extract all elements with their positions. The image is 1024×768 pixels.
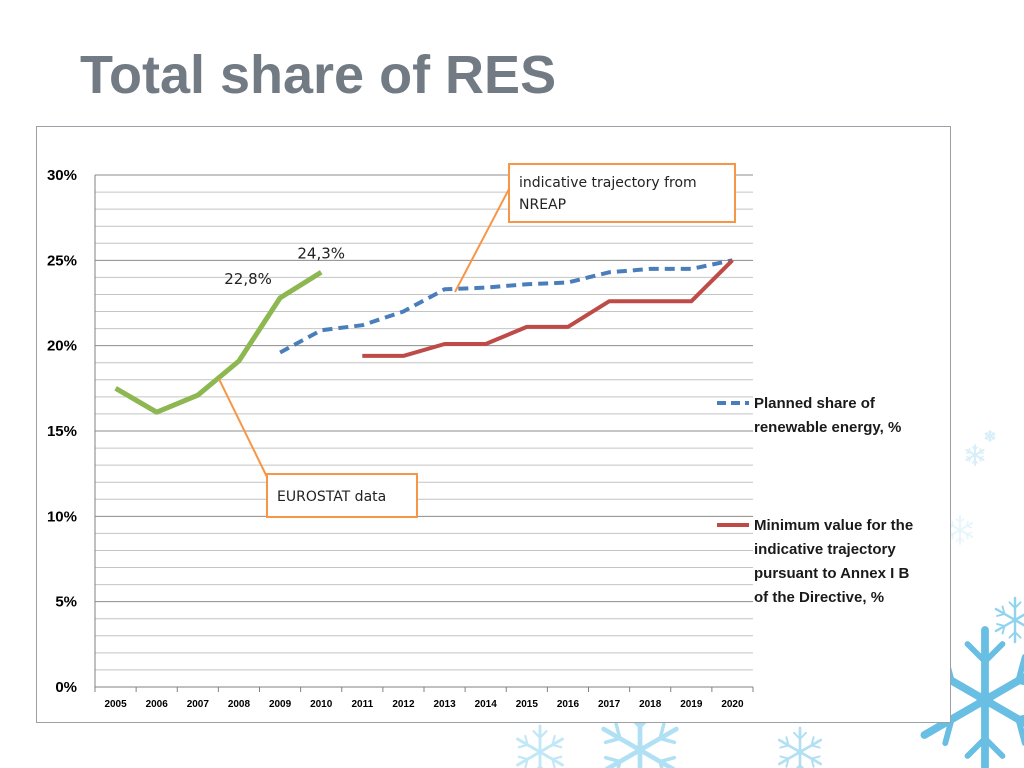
callout-text: indicative trajectory from [519,175,697,191]
x-tick-label: 2015 [516,699,539,710]
x-tick-label: 2016 [557,699,580,710]
x-tick-label: 2011 [351,699,373,710]
x-tick-label: 2018 [639,699,662,710]
legend-text: indicative trajectory [754,541,896,558]
series-line-0 [114,270,323,415]
x-tick-label: 2005 [104,699,127,710]
callout-text: NREAP [519,197,566,213]
x-tick-label: 2009 [269,699,292,710]
x-tick-label: 2014 [475,699,498,710]
series-line-1 [279,258,733,355]
snowflake-icon [516,724,564,768]
chart-frame: 0% 5% 10% 15% 20% 25% 30% 2005 2006 2007 2008 2009 2… [36,126,951,723]
callout-leader-line [454,188,510,293]
y-tick-label: 0% [55,679,77,696]
data-label: 22,8% [224,270,272,288]
snowflake-icon [777,726,823,768]
data-label: 24,3% [297,244,345,262]
callout-box [508,163,736,223]
series-line-2 [362,258,734,358]
y-tick-label: 15% [47,423,77,440]
snowflake-icon [965,444,985,466]
x-tick-label: 2013 [433,699,456,710]
legend-text: renewable energy, % [754,419,901,436]
x-tick-label: 2017 [598,699,621,710]
legend-text: Planned share of [754,395,876,412]
callout-box [266,473,418,518]
callout-text: EUROSTAT data [277,489,386,505]
x-tick-label: 2007 [187,699,210,710]
line-chart: 0% 5% 10% 15% 20% 25% 30% 2005 2006 2007 2008 2009 2… [47,163,913,710]
legend-text: Minimum value for the [754,517,913,534]
callout-leader-line [218,378,268,478]
snowflake-icon [984,430,996,442]
x-tick-label: 2020 [721,699,744,710]
y-tick-label: 20% [47,338,77,355]
y-tick-label: 25% [47,252,77,269]
slide-title: Total share of RES [80,45,557,105]
y-tick-label: 30% [47,167,77,184]
x-tick-label: 2019 [680,699,703,710]
snowflake-icon [994,596,1024,644]
x-tick-label: 2008 [228,699,251,710]
legend-text: pursuant to Annex I B [754,565,909,582]
x-tick-label: 2010 [310,699,333,710]
x-tick-label: 2012 [392,699,415,710]
legend-text: of the Directive, % [754,589,884,606]
x-tick-label: 2006 [146,699,169,710]
y-tick-label: 10% [47,508,77,525]
y-tick-label: 5% [55,594,77,611]
